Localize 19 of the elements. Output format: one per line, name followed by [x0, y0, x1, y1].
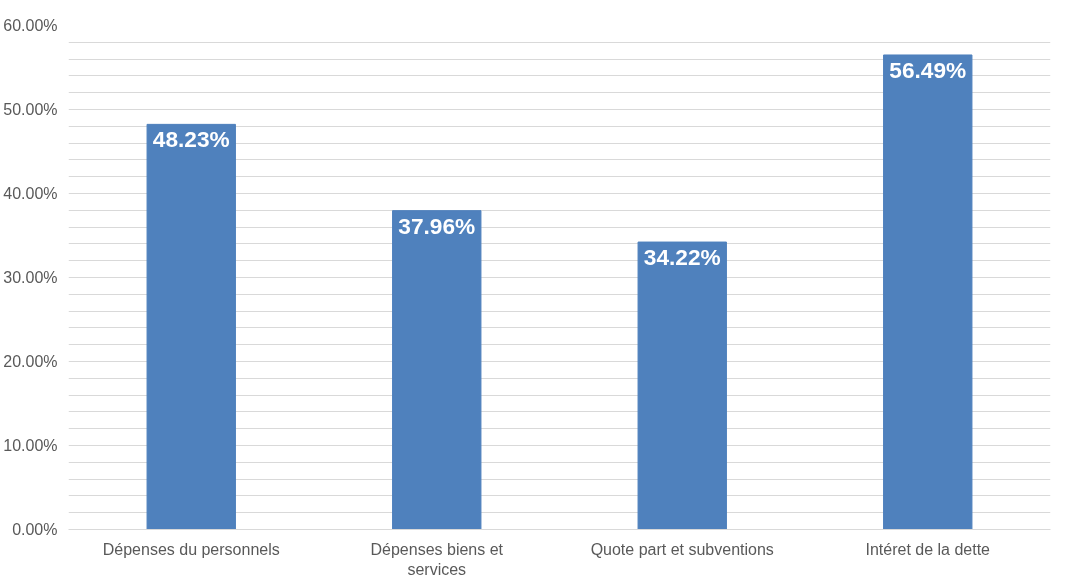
data-label: 56.49% — [889, 56, 967, 83]
data-label: 37.96% — [398, 212, 476, 239]
y-tick-label: 0.00% — [12, 521, 58, 538]
y-tick-label: 30.00% — [3, 269, 58, 286]
x-tick-label: Dépenses biens et services — [370, 540, 504, 578]
x-tick-label: Quote part et subventions — [590, 540, 774, 558]
bar — [637, 241, 727, 530]
y-tick-label: 40.00% — [3, 185, 58, 202]
y-tick-label: 50.00% — [3, 101, 58, 118]
bar — [883, 54, 973, 530]
y-tick-label: 60.00% — [3, 17, 58, 34]
bar — [146, 123, 236, 530]
y-tick-label: 10.00% — [3, 437, 58, 454]
x-tick-label: Dépenses du personnels — [102, 540, 280, 558]
data-label: 34.22% — [643, 244, 721, 271]
bar — [392, 210, 482, 530]
y-tick-label: 20.00% — [3, 353, 58, 370]
x-tick-label: Intéret de la dette — [865, 540, 991, 558]
data-label: 48.23% — [152, 126, 230, 153]
